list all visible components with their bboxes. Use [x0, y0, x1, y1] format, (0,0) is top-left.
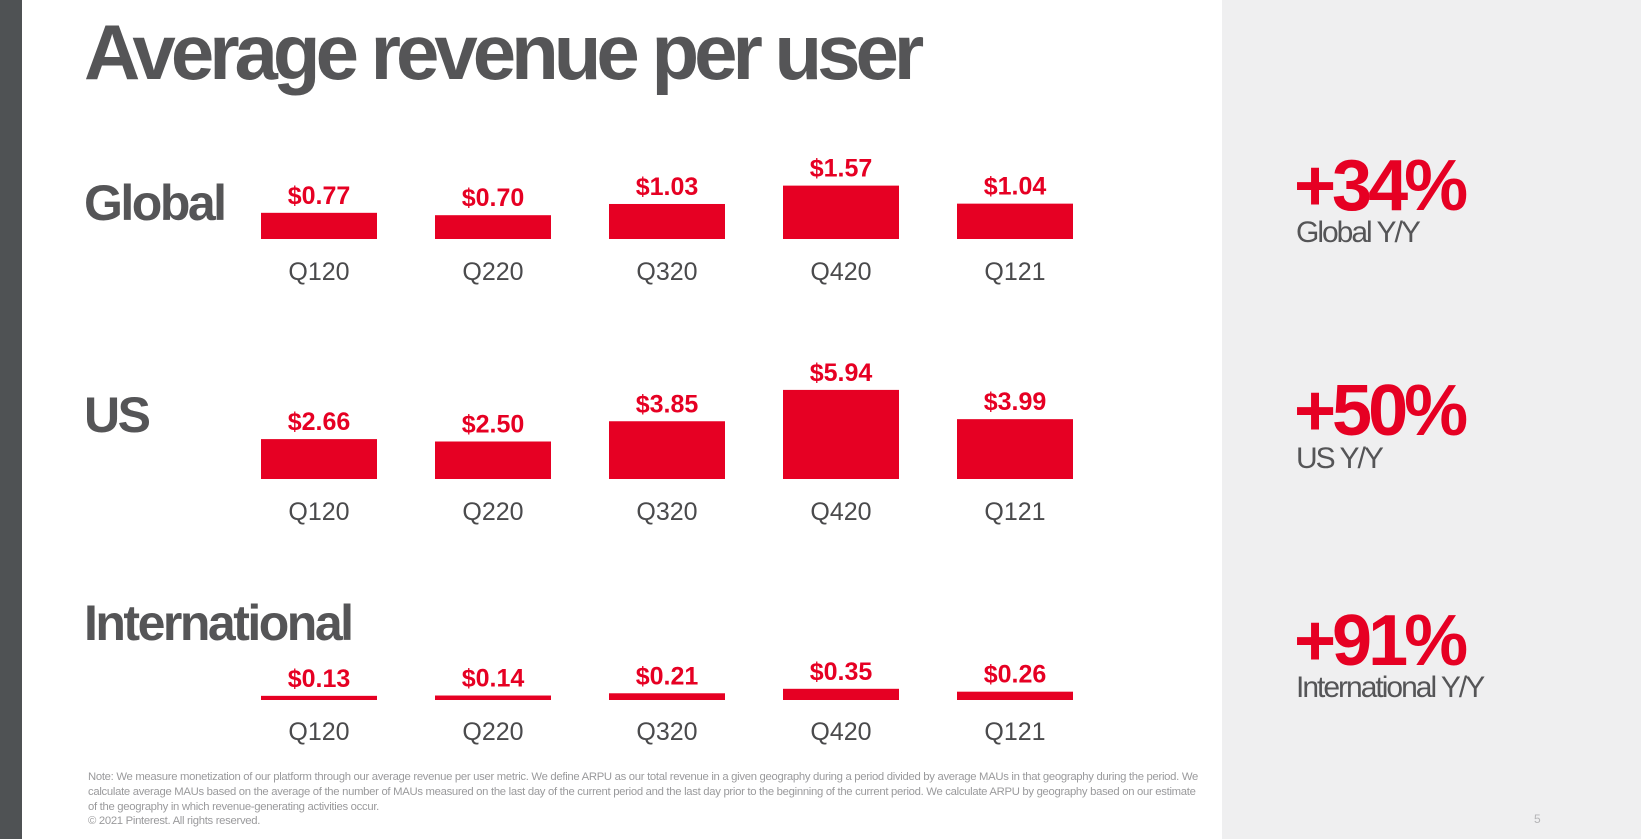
us-bar-chart: $2.66 Q120 $2.50 Q220 $3.85 Q320 $5.94 Q420 $3.9… [261, 359, 1073, 526]
global-value-label-q220: $0.70 [462, 184, 525, 212]
page-title: Average revenue per user [84, 8, 924, 96]
region-label-global: Global [84, 175, 227, 231]
us-tick-label-q320: Q320 [636, 498, 697, 526]
international-tick-label-q121: Q121 [984, 718, 1045, 746]
global-value-label-q420: $1.57 [810, 155, 873, 183]
international-bar-chart: $0.13 Q120 $0.14 Q220 $0.21 Q320 $0.35 Q420 $0.2… [261, 658, 1073, 746]
international-bar-q121 [957, 691, 1073, 700]
us-yoy-value: +50% [1294, 371, 1468, 451]
international-value-label-q120: $0.13 [288, 665, 351, 693]
us-value-label-q220: $2.50 [462, 411, 525, 439]
footnote: Note: We measure monetization of our pla… [88, 771, 1198, 813]
international-value-label-q121: $0.26 [984, 661, 1047, 689]
international-bar-q320 [609, 693, 725, 700]
us-bar-q420 [783, 389, 899, 479]
global-tick-label-q120: Q120 [288, 258, 349, 286]
us-tick-label-q220: Q220 [462, 498, 523, 526]
international-yoy-label: International Y/Y [1296, 671, 1485, 704]
international-tick-label-q220: Q220 [462, 718, 523, 746]
international-tick-label-q420: Q420 [810, 718, 871, 746]
international-value-label-q220: $0.14 [462, 665, 525, 693]
international-bar-q220 [435, 695, 551, 700]
us-bar-q320 [609, 421, 725, 479]
international-tick-label-q320: Q320 [636, 718, 697, 746]
global-tick-label-q220: Q220 [462, 258, 523, 286]
global-tick-label-q420: Q420 [810, 258, 871, 286]
us-value-label-q121: $3.99 [984, 388, 1047, 416]
page-number: 5 [1534, 812, 1541, 826]
international-bar-q420 [783, 688, 899, 700]
copyright: © 2021 Pinterest. All rights reserved. [88, 815, 261, 827]
us-tick-label-q121: Q121 [984, 498, 1045, 526]
global-value-label-q320: $1.03 [636, 173, 699, 201]
us-bar-q121 [957, 419, 1073, 479]
international-yoy-value: +91% [1294, 601, 1468, 681]
global-bar-q320 [609, 203, 725, 239]
global-bar-q420 [783, 185, 899, 239]
global-bar-q120 [261, 212, 377, 239]
region-label-us: US [84, 387, 151, 443]
us-value-label-q420: $5.94 [810, 359, 873, 387]
global-value-label-q120: $0.77 [288, 182, 351, 210]
us-value-label-q120: $2.66 [288, 408, 351, 436]
arpu-charts: $0.77 Q120 $0.70 Q220 $1.03 Q320 $1.57 Q420 $1.0… [261, 155, 1073, 746]
us-yoy-label: US Y/Y [1296, 442, 1384, 475]
us-bar-q120 [261, 439, 377, 479]
global-yoy-label: Global Y/Y [1296, 216, 1421, 249]
region-label-international: International [84, 595, 354, 651]
global-tick-label-q121: Q121 [984, 258, 1045, 286]
global-bar-q220 [435, 215, 551, 239]
global-bar-chart: $0.77 Q120 $0.70 Q220 $1.03 Q320 $1.57 Q420 $1.0… [261, 155, 1073, 286]
us-tick-label-q120: Q120 [288, 498, 349, 526]
international-value-label-q320: $0.21 [636, 662, 699, 690]
global-tick-label-q320: Q320 [636, 258, 697, 286]
international-value-label-q420: $0.35 [810, 658, 873, 686]
international-tick-label-q120: Q120 [288, 718, 349, 746]
international-bar-q120 [261, 695, 377, 700]
side-panel [1222, 0, 1641, 839]
slide: Average revenue per user Global US Inter… [22, 0, 1641, 839]
global-value-label-q121: $1.04 [984, 173, 1047, 201]
us-value-label-q320: $3.85 [636, 390, 699, 418]
us-tick-label-q420: Q420 [810, 498, 871, 526]
global-yoy-value: +34% [1294, 146, 1468, 226]
us-bar-q220 [435, 441, 551, 479]
global-bar-q121 [957, 203, 1073, 239]
